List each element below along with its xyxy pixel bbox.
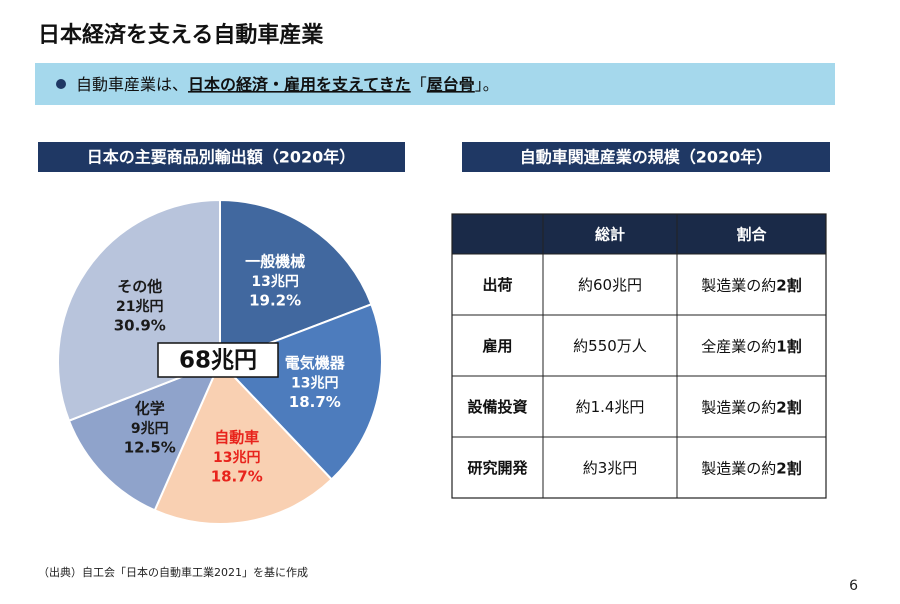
column-header: 総計 [595,226,625,244]
banner-part: 」。 [475,75,499,94]
row-ratio: 製造業の約2割 [701,276,801,294]
ratio-text: 製造業の約 [701,276,776,294]
center-box [157,342,279,378]
banner-part: 「 [411,75,427,94]
slice-label: 一般機械 [245,252,305,270]
slice-value: 19.2% [249,291,301,309]
pie-slice [153,360,334,525]
page-number: 6 [849,578,858,594]
row-total: 約550万人 [573,337,647,355]
slice-label: 自動車 [214,428,259,446]
pie-slice [67,360,222,512]
slice-amount: 13兆円 [213,450,260,466]
banner-part: 自動車産業は、 [76,75,188,94]
ratio-text: 全産業の約 [701,337,776,355]
source: （出典）自工会「日本の自動車工業2021」を基に作成 [38,565,308,579]
banner [35,63,835,105]
table-header [462,142,830,172]
table-head-row [452,214,826,254]
row-total: 約60兆円 [578,276,642,294]
slice-label: 電気機器 [285,354,346,372]
table-row [451,253,827,316]
banner-emph: 日本の経済・雇用を支えてきた [188,75,411,94]
row-label: 研究開発 [467,459,528,477]
row-total: 約3兆円 [583,459,638,477]
table-row [451,314,827,377]
table-row [451,436,827,499]
slice-amount: 13兆円 [291,376,338,392]
pie-slice [219,198,373,364]
bullet [56,79,66,89]
row-ratio: 製造業の約2割 [701,459,801,477]
slice-value: 12.5% [124,439,176,457]
row-total: 約1.4兆円 [576,398,645,416]
slice-value: 30.9% [114,317,166,335]
row-ratio: 製造業の約2割 [701,398,801,416]
column-header: 割合 [736,226,767,244]
slice-value: 18.7% [211,467,263,485]
banner-text: 自動車産業は、日本の経済・雇用を支えてきた「屋台骨」。 [76,75,499,94]
ratio-text: 製造業の約 [701,459,776,477]
pie: 一般機械13兆円19.2%電気機器13兆円18.7%自動車13兆円18.7%化学… [57,198,383,525]
row-label: 雇用 [482,337,512,355]
slice-label: 化学 [135,400,165,418]
row-label: 出荷 [482,276,512,294]
row-label: 設備投資 [467,398,527,416]
row-ratio: 全産業の約1割 [701,337,801,355]
slice-value: 18.7% [289,393,341,411]
table-title: 自動車関連産業の規模（2020年） [520,148,773,167]
ratio-emph: 2割 [776,276,801,294]
chart-header [38,142,405,172]
ratio-emph: 2割 [776,459,801,477]
chart-title: 日本の主要商品別輸出額（2020年） [87,148,356,167]
ratio-text: 製造業の約 [701,398,776,416]
center-label: 68兆円 [179,348,257,374]
slice-label: その他 [117,278,162,296]
slice-amount: 9兆円 [131,421,169,437]
slide-title: 日本経済を支える自動車産業 [38,22,324,48]
banner-emph: 屋台骨 [427,75,475,94]
table-border [451,213,827,499]
ratio-emph: 2割 [776,398,801,416]
slice-amount: 13兆円 [251,274,298,290]
slice-amount: 21兆円 [116,299,163,315]
ratio-emph: 1割 [776,337,801,355]
